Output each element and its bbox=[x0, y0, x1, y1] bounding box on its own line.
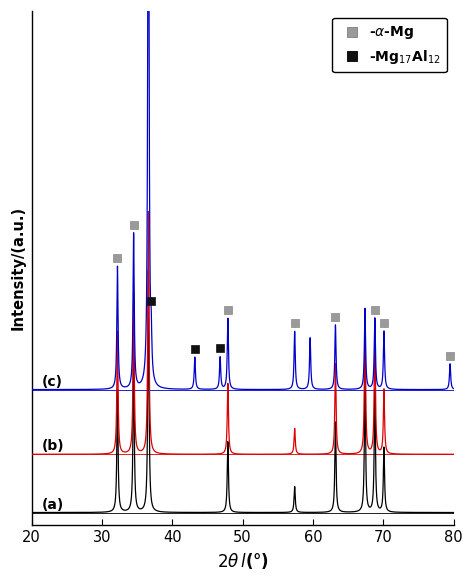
Text: (b): (b) bbox=[42, 439, 65, 453]
Text: (c): (c) bbox=[42, 375, 63, 389]
Legend: -$\alpha$-Mg, -Mg$_{17}$Al$_{12}$: -$\alpha$-Mg, -Mg$_{17}$Al$_{12}$ bbox=[332, 17, 447, 73]
X-axis label: $2\theta\,l$(°): $2\theta\,l$(°) bbox=[217, 551, 269, 571]
Text: (a): (a) bbox=[42, 498, 64, 512]
Y-axis label: Intensity/(a.u.): Intensity/(a.u.) bbox=[11, 206, 26, 331]
